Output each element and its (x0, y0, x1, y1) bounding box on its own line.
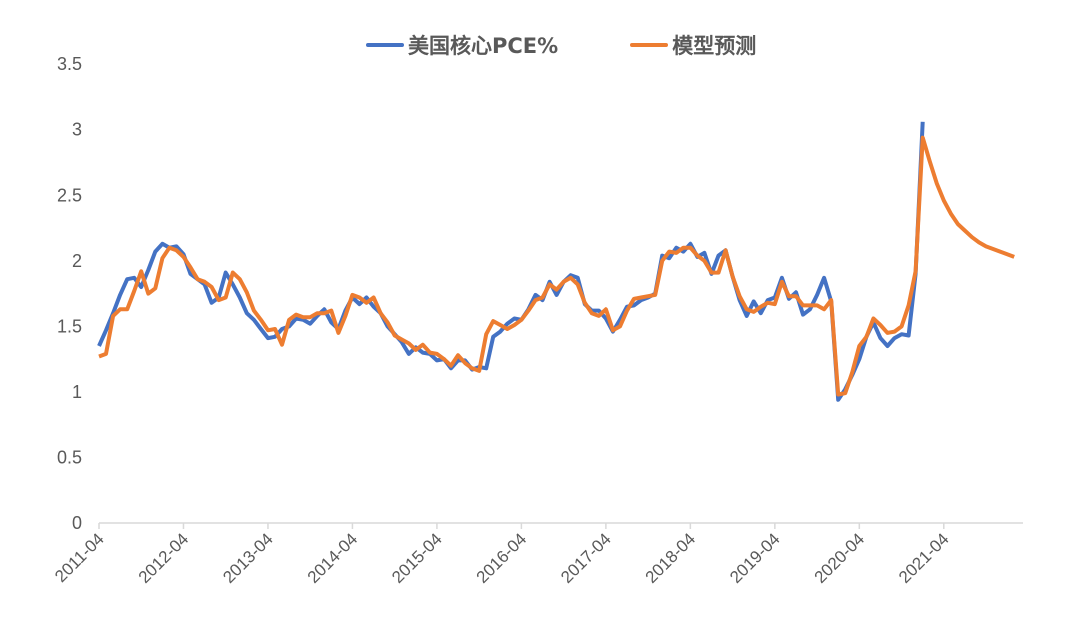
x-tick-label: 2021-04 (895, 529, 953, 587)
y-tick-label: 3 (72, 120, 82, 140)
x-tick-label: 2014-04 (304, 529, 362, 587)
y-tick-label: 2.5 (57, 185, 82, 205)
x-tick-label: 2017-04 (557, 529, 615, 587)
y-tick-label: 1 (72, 382, 82, 402)
series-model-forecast-line (98, 135, 1015, 397)
legend-item-model-forecast: 模型预测 (630, 30, 756, 60)
y-tick-label: 2 (72, 251, 82, 271)
series-core-pce-line (97, 121, 925, 402)
legend-label: 美国核心PCE% (408, 34, 559, 58)
legend-item-core-pce: 美国核心PCE% (366, 30, 558, 60)
legend-swatch-blue (366, 43, 404, 47)
x-axis: 2011-04 2012-04 2013-04 2014-04 2015-04 2016-… (51, 523, 953, 587)
x-tick-label: 2020-04 (811, 529, 869, 587)
y-axis: 0 0.5 1 1.5 2 2.5 3 3.5 (57, 54, 82, 533)
x-tick-label: 2015-04 (388, 529, 446, 587)
y-tick-label: 3.5 (57, 54, 82, 74)
y-tick-label: 0.5 (57, 447, 82, 467)
y-tick-label: 0 (72, 513, 82, 533)
x-tick-label: 2011-04 (51, 529, 108, 586)
x-tick-label: 2012-04 (135, 529, 193, 587)
chart-legend: 美国核心PCE% 模型预测 (366, 30, 828, 60)
x-tick-label: 2013-04 (219, 529, 277, 587)
legend-swatch-orange (630, 43, 669, 47)
x-tick-label: 2016-04 (473, 529, 531, 587)
legend-label: 模型预测 (672, 34, 757, 58)
x-tick-label: 2018-04 (642, 529, 700, 587)
x-tick-label: 2019-04 (726, 529, 784, 587)
y-tick-label: 1.5 (57, 316, 82, 336)
